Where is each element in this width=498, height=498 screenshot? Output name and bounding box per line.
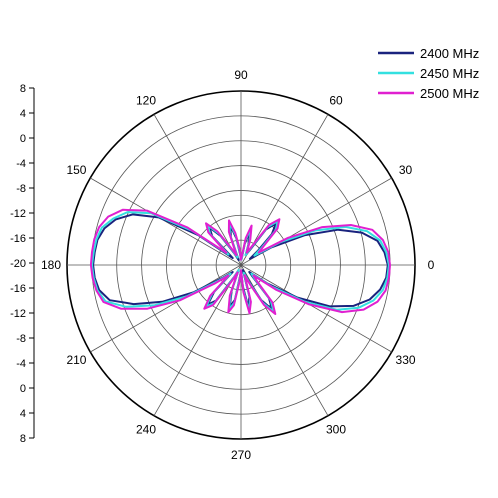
angle-tick-labels: 0 30 60 90 120 150 180 210 240 270 300 330 <box>41 68 435 462</box>
angle-tick-label: 300 <box>326 423 346 437</box>
grid-spoke <box>153 114 242 266</box>
series-line-2400-mhz <box>92 213 389 311</box>
angle-tick-label: 90 <box>234 68 248 82</box>
grid-spoke <box>153 264 242 416</box>
radial-tick-label: 8 <box>20 433 26 445</box>
series-lines <box>89 208 391 315</box>
legend-label: 2500 MHz <box>420 86 479 101</box>
angle-tick-label: 30 <box>399 163 413 177</box>
radial-tick-label: -16 <box>10 233 26 245</box>
radial-tick-label: 8 <box>20 83 26 95</box>
angular-spokes <box>67 91 415 439</box>
grid-spoke <box>240 264 392 353</box>
series-line-2450-mhz <box>91 211 390 313</box>
legend-label: 2400 MHz <box>420 46 479 61</box>
grid-spoke <box>90 264 242 353</box>
legend: 2400 MHz 2450 MHz 2500 MHz <box>378 46 479 101</box>
radial-tick-label: 4 <box>20 408 26 420</box>
angle-tick-label: 150 <box>66 163 86 177</box>
grid-spoke <box>240 114 329 266</box>
angle-tick-label: 210 <box>66 353 86 367</box>
radial-tick-label: -4 <box>16 358 26 370</box>
angle-tick-label: 240 <box>136 423 156 437</box>
legend-label: 2450 MHz <box>420 66 479 81</box>
radial-tick-label: -8 <box>16 183 26 195</box>
radial-tick-label: 0 <box>20 383 26 395</box>
radial-tick-label: -8 <box>16 333 26 345</box>
radial-tick-label: -12 <box>10 308 26 320</box>
radial-tick-label: -20 <box>10 258 26 270</box>
radial-tick-label: -16 <box>10 283 26 295</box>
radial-axis: 8 4 0 -4 -8 -12 -16 -20 -16 -12 -8 -4 0 4 8 <box>10 83 35 445</box>
radial-tick-label: -4 <box>16 158 26 170</box>
series-line-2500-mhz <box>89 208 391 315</box>
angle-tick-label: 270 <box>231 448 251 462</box>
radial-tick-label: 0 <box>20 133 26 145</box>
angle-tick-label: 120 <box>136 93 156 107</box>
radial-tick-label: -12 <box>10 208 26 220</box>
angle-tick-label: 0 <box>428 258 435 272</box>
angle-tick-label: 330 <box>396 353 416 367</box>
radial-tick-label: 4 <box>20 108 26 120</box>
angle-tick-label: 60 <box>329 93 343 107</box>
angle-tick-label: 180 <box>41 258 61 272</box>
